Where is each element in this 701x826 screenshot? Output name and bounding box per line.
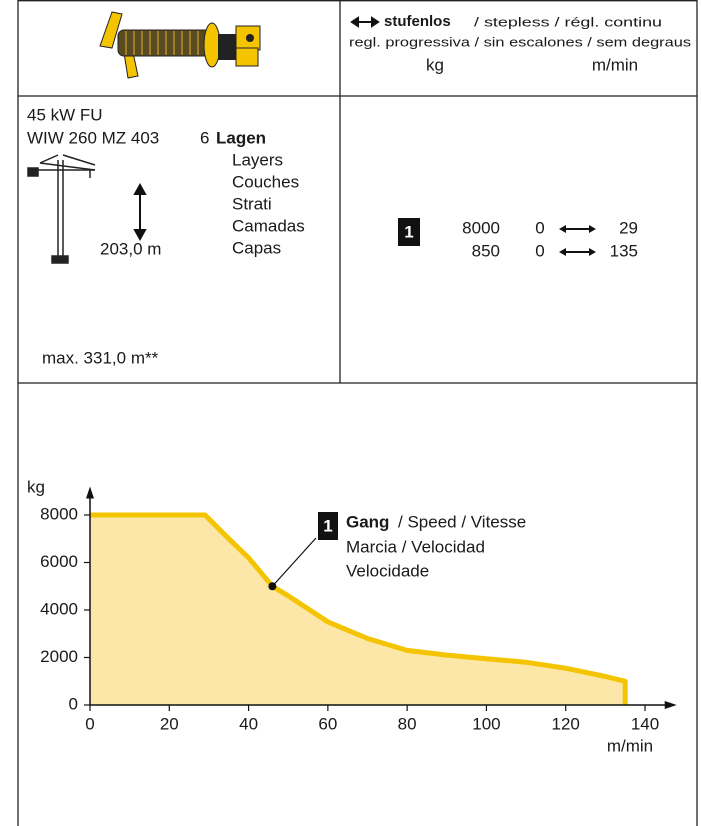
marker-dot: [268, 582, 276, 590]
stepless-languages-2: regl. progressiva / sin escalones / sem …: [349, 34, 692, 49]
gear-number: 1: [404, 222, 413, 241]
crane-icon: [28, 155, 95, 263]
y-tick-label: 0: [69, 694, 78, 713]
layer-name: Strati: [232, 194, 272, 213]
max-height: max. 331,0 m**: [42, 348, 159, 367]
load-kg: 850: [472, 241, 500, 260]
page: {"header": {"stufenlos": "stufenlos", "l…: [0, 0, 701, 826]
x-tick-label: 100: [472, 714, 500, 733]
y-axis-label: kg: [27, 477, 45, 496]
speed-to: 29: [619, 218, 638, 237]
x-tick-label: 40: [239, 714, 258, 733]
y-tick-label: 2000: [40, 647, 78, 666]
x-tick-label: 140: [631, 714, 659, 733]
layer-name: Couches: [232, 172, 299, 191]
y-tick-label: 8000: [40, 504, 78, 523]
winch-illustration: [100, 12, 260, 78]
y-tick-label: 4000: [40, 599, 78, 618]
height-arrow: [135, 185, 145, 239]
power: 45 kW FU: [27, 105, 103, 124]
height: 203,0 m: [100, 239, 161, 258]
speed-to: 135: [610, 241, 638, 260]
x-tick-label: 80: [398, 714, 417, 733]
header-arrow: [352, 18, 378, 26]
speed-from: 0: [535, 241, 544, 260]
x-axis-arrow: [665, 701, 677, 709]
y-tick-label: 6000: [40, 552, 78, 571]
gear-number: 1: [323, 516, 332, 535]
annotation-line: Marcia / Velocidad: [346, 537, 485, 556]
stepless-label: stufenlos: [384, 13, 451, 30]
unit-kg: kg: [426, 55, 444, 74]
layer-name: Layers: [232, 150, 283, 169]
x-tick-label: 120: [552, 714, 580, 733]
model: WIW 260 MZ 403: [27, 128, 159, 147]
layer-name: Capas: [232, 238, 281, 257]
annotation-bold: Gang: [346, 512, 389, 531]
datasheet: stufenlos / stepless / régl. continu reg…: [0, 0, 701, 826]
load-speed-chart: 0 20 40 60 80 100 120 140 0 2000 4000 6000 8000 kg m/m…: [27, 477, 677, 755]
stepless-languages: / stepless / régl. continu: [474, 14, 662, 29]
x-tick-label: 20: [160, 714, 179, 733]
y-axis-arrow: [86, 487, 94, 499]
layers-count: 6: [200, 128, 209, 147]
x-tick-label: 60: [318, 714, 337, 733]
layer-name: Camadas: [232, 216, 305, 235]
annotation-line: Velocidade: [346, 561, 429, 580]
leader-line: [272, 538, 316, 586]
layer-name: Lagen: [216, 128, 266, 147]
x-axis-label: m/min: [607, 736, 653, 755]
x-tick-label: 0: [85, 714, 94, 733]
speed-from: 0: [535, 218, 544, 237]
load-kg: 8000: [462, 218, 500, 237]
annotation-line: / Speed / Vitesse: [398, 512, 526, 531]
unit-speed: m/min: [592, 55, 638, 74]
